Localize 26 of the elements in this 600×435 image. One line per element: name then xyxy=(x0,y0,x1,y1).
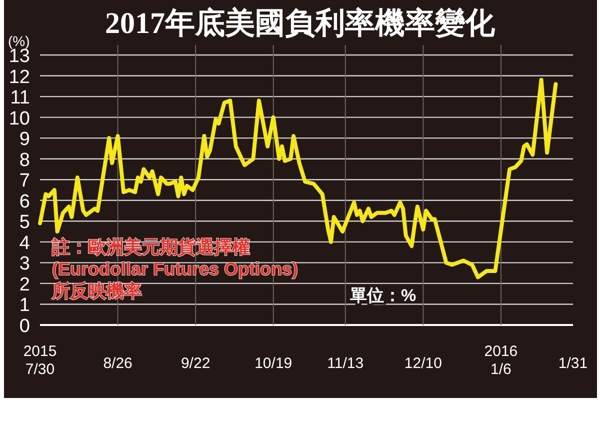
annotation: 單位：% xyxy=(349,286,416,305)
x-tick-label: 1/31 xyxy=(558,355,588,372)
x-tick-label: 2016 1/6 xyxy=(484,343,518,378)
x-tick-label: 10/19 xyxy=(254,355,292,372)
y-tick-label: 11 xyxy=(10,88,30,109)
x-tick-label: 2015 7/30 xyxy=(23,343,57,378)
y-tick-label: 2 xyxy=(19,274,30,296)
y-axis-title: (%) xyxy=(8,33,30,49)
y-tick-label: 10 xyxy=(8,108,30,130)
y-tick-label: 3 xyxy=(19,254,30,275)
y-tick-label: 4 xyxy=(19,232,30,254)
annotation: 註：歐洲美元期貨選擇權 (Eurodollar Futures Options) 所反映機率 xyxy=(51,237,298,301)
x-tick-label: 9/22 xyxy=(180,355,210,372)
y-tick-label: 12 xyxy=(8,66,30,88)
x-tick-label: 11/13 xyxy=(327,355,364,372)
y-tick-label: 9 xyxy=(19,129,30,150)
y-tick-label: 0 xyxy=(19,316,30,337)
y-tick-label: 6 xyxy=(19,191,30,212)
chart-title: 2017年底美國負利率機率變化 xyxy=(105,6,496,40)
y-tick-label: 8 xyxy=(19,150,30,171)
x-tick-label: 8/26 xyxy=(103,355,132,372)
line-series xyxy=(38,78,558,280)
y-tick-label: 1 xyxy=(19,295,30,316)
x-tick-label: 12/10 xyxy=(404,355,442,372)
y-tick-label: 5 xyxy=(19,212,30,234)
y-tick-label: 7 xyxy=(19,170,30,192)
